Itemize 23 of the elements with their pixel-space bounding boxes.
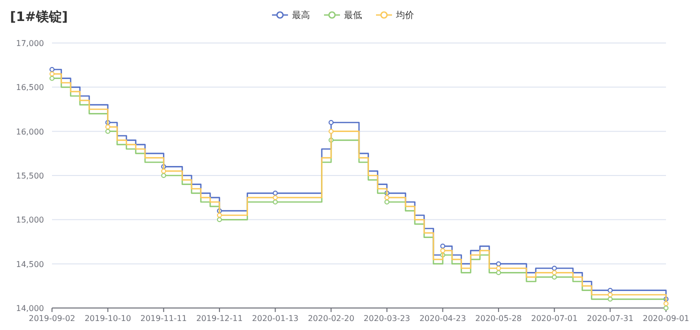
legend-label: 均价: [395, 10, 414, 21]
x-tick-label: 2020-02-20: [308, 314, 354, 323]
chart-title: [1#镁锭]: [10, 9, 68, 25]
x-tick-label: 2019-12-11: [196, 314, 243, 323]
y-tick-label: 14,000: [16, 304, 44, 313]
x-tick-label: 2020-05-28: [475, 314, 522, 323]
y-tick-label: 17,000: [16, 39, 44, 48]
x-tick-label: 2020-07-31: [586, 314, 634, 323]
x-tick-label: 2019-10-10: [84, 314, 132, 323]
x-tick-label: 2019-09-02: [28, 314, 76, 323]
x-tick-label: 2019-11-11: [140, 314, 187, 323]
y-tick-label: 14,500: [16, 260, 44, 269]
x-tick-label: 2020-03-23: [364, 314, 410, 323]
legend-label: 最高: [292, 10, 310, 21]
x-tick-label: 2020-09-01: [642, 314, 690, 323]
x-tick-label: 2020-04-23: [419, 314, 466, 323]
x-tick-label: 2020-01-13: [252, 314, 299, 323]
y-tick-label: 16,000: [16, 127, 44, 136]
y-tick-label: 16,500: [16, 83, 44, 92]
x-tick-label: 2020-07-01: [531, 314, 578, 323]
legend-label: 最低: [344, 10, 362, 21]
y-tick-label: 15,500: [16, 172, 44, 180]
y-tick-label: 15,000: [16, 216, 44, 225]
